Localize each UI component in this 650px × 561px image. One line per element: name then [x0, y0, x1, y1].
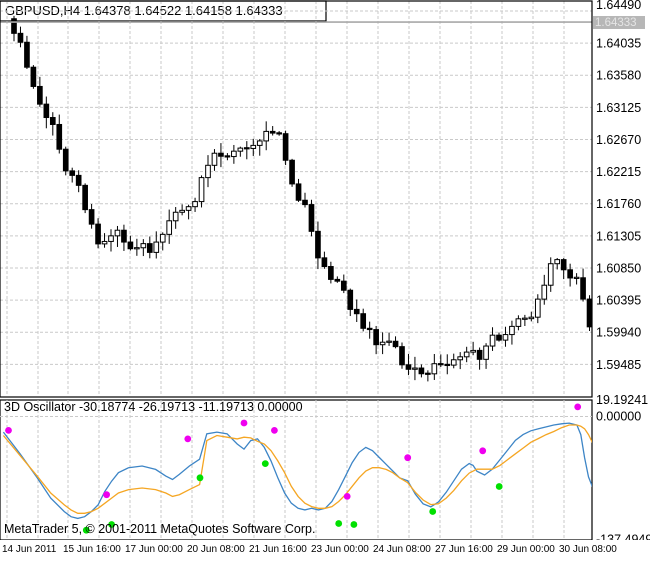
svg-text:27 Jun 16:00: 27 Jun 16:00: [435, 544, 493, 555]
svg-text:1.63580: 1.63580: [596, 69, 641, 83]
svg-text:19.19241: 19.19241: [596, 393, 648, 407]
svg-text:1.62215: 1.62215: [596, 165, 641, 179]
svg-text:20 Jun 08:00: 20 Jun 08:00: [187, 544, 245, 555]
svg-text:1.61760: 1.61760: [596, 197, 641, 211]
svg-text:30 Jun 08:00: 30 Jun 08:00: [559, 544, 617, 555]
svg-text:17 Jun 00:00: 17 Jun 00:00: [125, 544, 183, 555]
svg-text:24 Jun 08:00: 24 Jun 08:00: [373, 544, 431, 555]
svg-text:1.63125: 1.63125: [596, 101, 641, 115]
svg-text:0.00000: 0.00000: [596, 410, 641, 424]
svg-text:14 Jun 2011: 14 Jun 2011: [2, 544, 57, 555]
svg-text:29 Jun 00:00: 29 Jun 00:00: [497, 544, 555, 555]
svg-text:1.61305: 1.61305: [596, 229, 641, 243]
svg-text:1.64035: 1.64035: [596, 37, 641, 51]
svg-text:21 Jun 16:00: 21 Jun 16:00: [249, 544, 307, 555]
svg-text:1.64333: 1.64333: [595, 17, 637, 29]
svg-text:23 Jun 00:00: 23 Jun 00:00: [311, 544, 369, 555]
svg-text:1.60850: 1.60850: [596, 261, 641, 275]
svg-text:15 Jun 16:00: 15 Jun 16:00: [63, 544, 121, 555]
svg-text:1.60395: 1.60395: [596, 294, 641, 308]
svg-text:MetaTrader 5, © 2001-2011 Meta: MetaTrader 5, © 2001-2011 MetaQuotes Sof…: [4, 522, 315, 536]
svg-text:3D Oscillator -30.18774 -26.19: 3D Oscillator -30.18774 -26.19713 -11.19…: [4, 400, 303, 414]
svg-text:1.62670: 1.62670: [596, 133, 641, 147]
svg-text:1.64490: 1.64490: [596, 0, 641, 12]
svg-text:1.59940: 1.59940: [596, 326, 641, 340]
svg-text:1.59485: 1.59485: [596, 358, 641, 372]
